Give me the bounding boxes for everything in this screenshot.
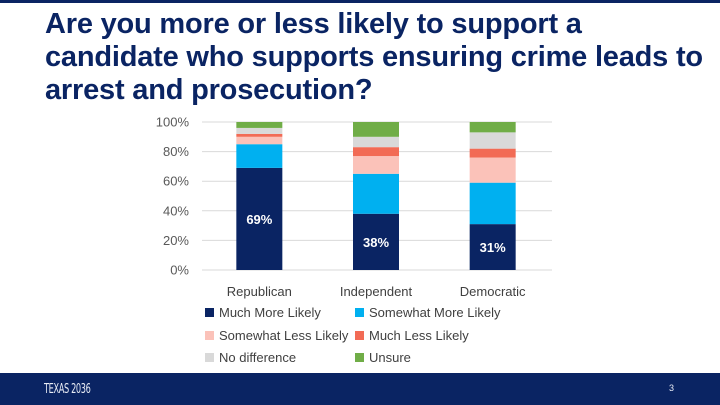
- y-tick-label: 60%: [163, 174, 189, 189]
- bar-segment: [236, 127, 283, 134]
- x-tick-label: Democratic: [460, 284, 526, 299]
- bar-segment: [236, 122, 283, 128]
- legend-label: Unsure: [369, 350, 411, 365]
- y-tick-label: 20%: [163, 233, 189, 248]
- x-tick-label: Independent: [340, 284, 413, 299]
- bar-segment: [353, 122, 399, 137]
- bar-segment: [353, 136, 399, 148]
- data-label: 31%: [480, 240, 506, 255]
- bar-segment: [469, 122, 516, 133]
- legend-swatch: [205, 330, 214, 340]
- legend-label: No difference: [219, 350, 297, 365]
- slide-title: Are you more or less likely to support a…: [45, 8, 703, 106]
- top-accent-bar: [0, 0, 720, 3]
- legend-item: Somewhat Less Likely: [205, 328, 348, 343]
- bar-segment: [469, 148, 516, 158]
- y-tick-label: 100%: [156, 115, 190, 130]
- x-tick-label: Republican: [227, 284, 292, 299]
- y-tick-label: 80%: [163, 144, 189, 159]
- texas-2036-logo: TEXAS 2036: [44, 382, 91, 397]
- footer-bar: TEXAS 2036 3: [0, 373, 720, 405]
- page-number: 3: [669, 383, 675, 393]
- data-label: 69%: [246, 212, 272, 227]
- y-tick-label: 40%: [163, 203, 189, 218]
- bar-segment: [236, 167, 283, 270]
- legend-item: Much More Likely: [205, 305, 321, 320]
- y-tick-label: 0%: [170, 263, 189, 278]
- bar-segment: [353, 156, 399, 174]
- legend-swatch: [205, 308, 214, 317]
- legend-swatch: [205, 353, 214, 362]
- bar-segment: [469, 132, 516, 149]
- bar-segment: [353, 173, 399, 214]
- legend-swatch: [355, 353, 364, 362]
- legend-item: Much Less Likely: [355, 328, 469, 343]
- legend-label: Much Less Likely: [369, 327, 469, 343]
- legend-item: Unsure: [355, 350, 411, 365]
- bar-segment: [469, 157, 516, 183]
- bar-segment: [469, 224, 516, 270]
- legend-item: Somewhat More Likely: [355, 305, 501, 320]
- legend-label: Much More Likely: [219, 305, 321, 320]
- bar-segment: [353, 213, 399, 270]
- legend-swatch: [355, 330, 364, 340]
- bar-segment: [469, 182, 516, 225]
- bar-segment: [236, 136, 283, 145]
- legend-swatch: [355, 308, 364, 317]
- legend-label: Somewhat More Likely: [369, 305, 501, 320]
- data-label: 38%: [363, 235, 389, 250]
- legend-label: Somewhat Less Likely: [219, 327, 349, 343]
- legend-item: No difference: [205, 350, 296, 365]
- bar-segment: [236, 144, 283, 168]
- bar-segment: [236, 133, 283, 137]
- bar-segment: [353, 147, 399, 157]
